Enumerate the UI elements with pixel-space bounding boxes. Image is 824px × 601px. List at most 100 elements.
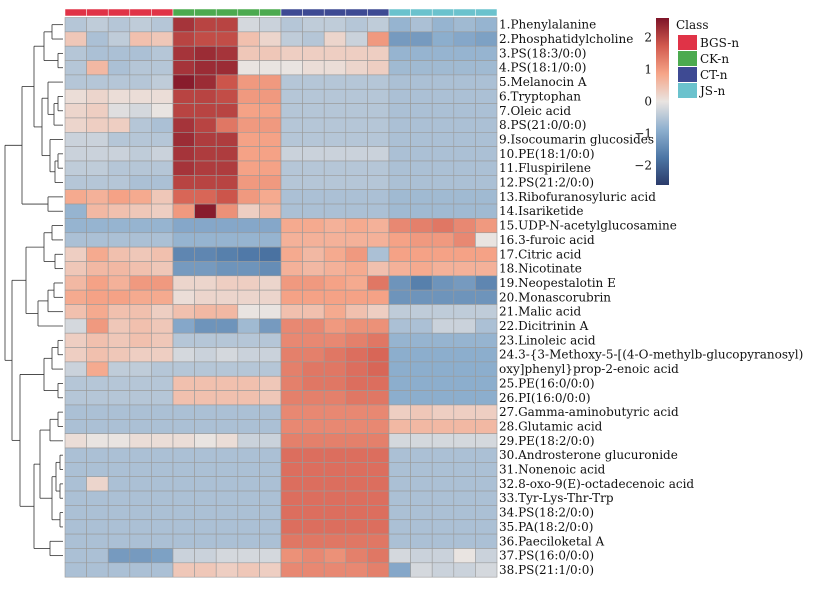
heatmap-cell (237, 318, 260, 334)
heatmap-cell (259, 476, 282, 492)
heatmap-cell (280, 146, 303, 162)
heatmap-cell (129, 332, 152, 348)
heatmap-cell (259, 289, 282, 305)
heatmap-cell (302, 433, 325, 449)
heatmap-cell (345, 347, 368, 363)
heatmap-cell (151, 347, 174, 363)
heatmap-cell (475, 203, 498, 219)
heatmap-cell (410, 490, 433, 506)
heatmap-cell (453, 103, 476, 119)
heatmap-cell (323, 447, 347, 463)
heatmap-cell (151, 60, 174, 76)
heatmap-cell (323, 375, 347, 391)
heatmap-cell (323, 418, 347, 434)
heatmap-cell (237, 17, 260, 33)
heatmap-cell (172, 218, 195, 234)
heatmap-cell (453, 390, 476, 406)
heatmap-cell (475, 390, 498, 406)
heatmap-cell (172, 433, 195, 449)
heatmap-cell (194, 88, 217, 104)
heatmap-cell (237, 490, 260, 506)
heatmap-cell (64, 562, 87, 578)
heatmap-cell (194, 203, 217, 219)
heatmap-cell (345, 433, 368, 449)
class-cell (151, 8, 174, 17)
heatmap-cell (237, 218, 260, 234)
heatmap-cell (431, 17, 455, 33)
heatmap-cell (194, 318, 217, 334)
heatmap-cell (215, 562, 239, 578)
heatmap-cell (194, 189, 217, 205)
heatmap-cell (259, 31, 282, 47)
heatmap-cell (151, 289, 174, 305)
heatmap-cell (107, 289, 131, 305)
heatmap-cell (172, 404, 195, 420)
row-label: 15.UDP-N-acetylglucosamine (499, 219, 677, 233)
heatmap-cell (259, 548, 282, 564)
heatmap-cell (151, 146, 174, 162)
heatmap-cell (129, 246, 152, 262)
heatmap-cell (388, 132, 411, 147)
heatmap-cell (345, 132, 368, 147)
heatmap-cell (453, 533, 476, 549)
row-label: oxy]phenyl}prop-2-enoic acid (499, 362, 679, 376)
heatmap-cell (323, 31, 347, 47)
heatmap-cell (259, 88, 282, 104)
heatmap-cell (345, 261, 368, 277)
heatmap-cell (237, 232, 260, 248)
heatmap-cell (453, 60, 476, 76)
heatmap-cell (172, 462, 195, 478)
heatmap-cell (151, 74, 174, 90)
heatmap-cell (237, 332, 260, 348)
row-label: 2.Phosphatidylcholine (499, 32, 633, 46)
heatmap-cell (86, 304, 109, 320)
heatmap-cell (194, 361, 217, 377)
heatmap-cell (302, 31, 325, 47)
heatmap-cell (151, 132, 174, 147)
heatmap-cell (151, 562, 174, 578)
heatmap-cell (345, 31, 368, 47)
heatmap-cell (388, 404, 411, 420)
heatmap-cell (64, 332, 87, 348)
heatmap-cell (259, 533, 282, 549)
heatmap-cell (431, 505, 455, 521)
heatmap-cell (367, 261, 390, 277)
heatmap-cell (302, 117, 325, 133)
heatmap-cell (431, 132, 455, 147)
heatmap-cell (475, 17, 498, 33)
heatmap-cell (453, 505, 476, 521)
heatmap-cell (151, 31, 174, 47)
heatmap-cell (367, 519, 390, 535)
heatmap-cell (388, 476, 411, 492)
heatmap-cell (475, 117, 498, 133)
heatmap-cell (431, 261, 455, 277)
heatmap-cell (453, 418, 476, 434)
row-label: 6.Tryptophan (499, 89, 581, 103)
heatmap-cell (345, 103, 368, 119)
heatmap-cell (107, 462, 131, 478)
heatmap-cell (107, 160, 131, 176)
heatmap-cell (302, 404, 325, 420)
heatmap-cell (151, 490, 174, 506)
heatmap-cell (86, 490, 109, 506)
heatmap-cell (323, 88, 347, 104)
heatmap-cell (367, 289, 390, 305)
heatmap-cell (194, 533, 217, 549)
heatmap-cell (129, 261, 152, 277)
heatmap-cell (323, 146, 347, 162)
class-cell (410, 8, 433, 17)
heatmap-cell (172, 74, 195, 90)
heatmap-cell (107, 562, 131, 578)
heatmap-cell (172, 361, 195, 377)
heatmap-cell (388, 533, 411, 549)
heatmap-cell (194, 433, 217, 449)
heatmap-cell (280, 433, 303, 449)
heatmap-cell (259, 433, 282, 449)
heatmap-cell (172, 117, 195, 133)
heatmap-cell (194, 175, 217, 191)
heatmap-cell (237, 261, 260, 277)
heatmap-cell (410, 462, 433, 478)
heatmap-cell (129, 203, 152, 219)
heatmap-cell (151, 103, 174, 119)
heatmap-cell (172, 17, 195, 33)
